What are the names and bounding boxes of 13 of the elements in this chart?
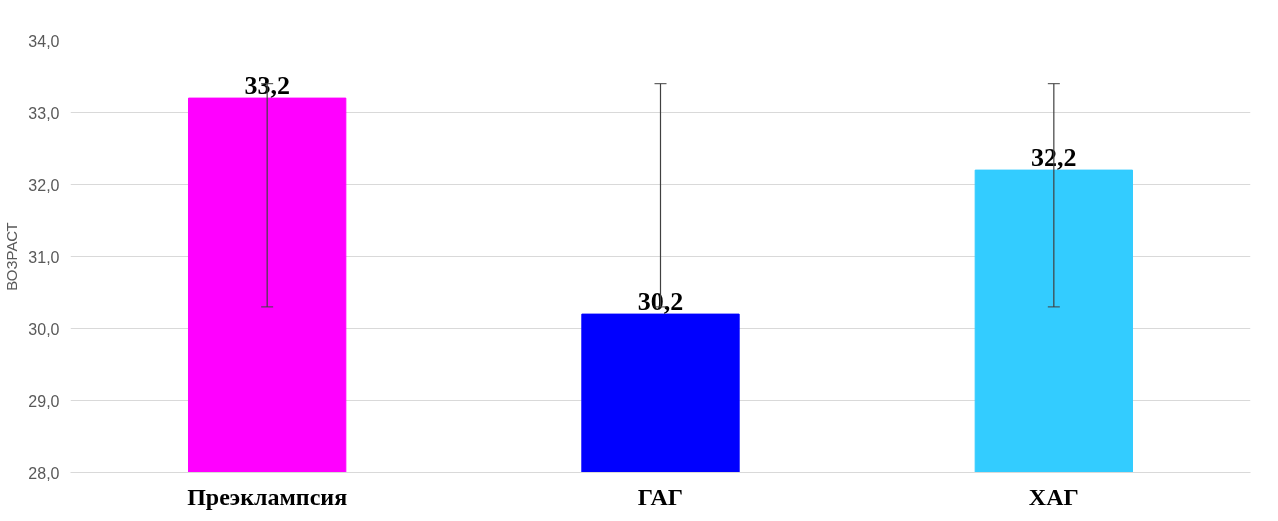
data-label: 30,2: [637, 287, 684, 317]
y-tick-label: 34,0: [28, 32, 60, 50]
y-tick-label: 31,0: [28, 248, 60, 266]
y-tick-label: 28,0: [28, 464, 60, 482]
y-tick-label: 30,0: [28, 320, 60, 338]
x-tick-label: Преэклампсия: [187, 483, 348, 510]
y-tick-label: 33,0: [28, 104, 60, 122]
x-tick-label: ХАГ: [1028, 483, 1079, 510]
data-label: 33,2: [244, 71, 290, 101]
y-tick-label: 32,0: [28, 176, 60, 194]
y-tick-label: 29,0: [28, 392, 60, 410]
y-axis-title: ВОЗРАСТ: [3, 222, 21, 291]
x-tick-label: ГАГ: [637, 483, 684, 510]
